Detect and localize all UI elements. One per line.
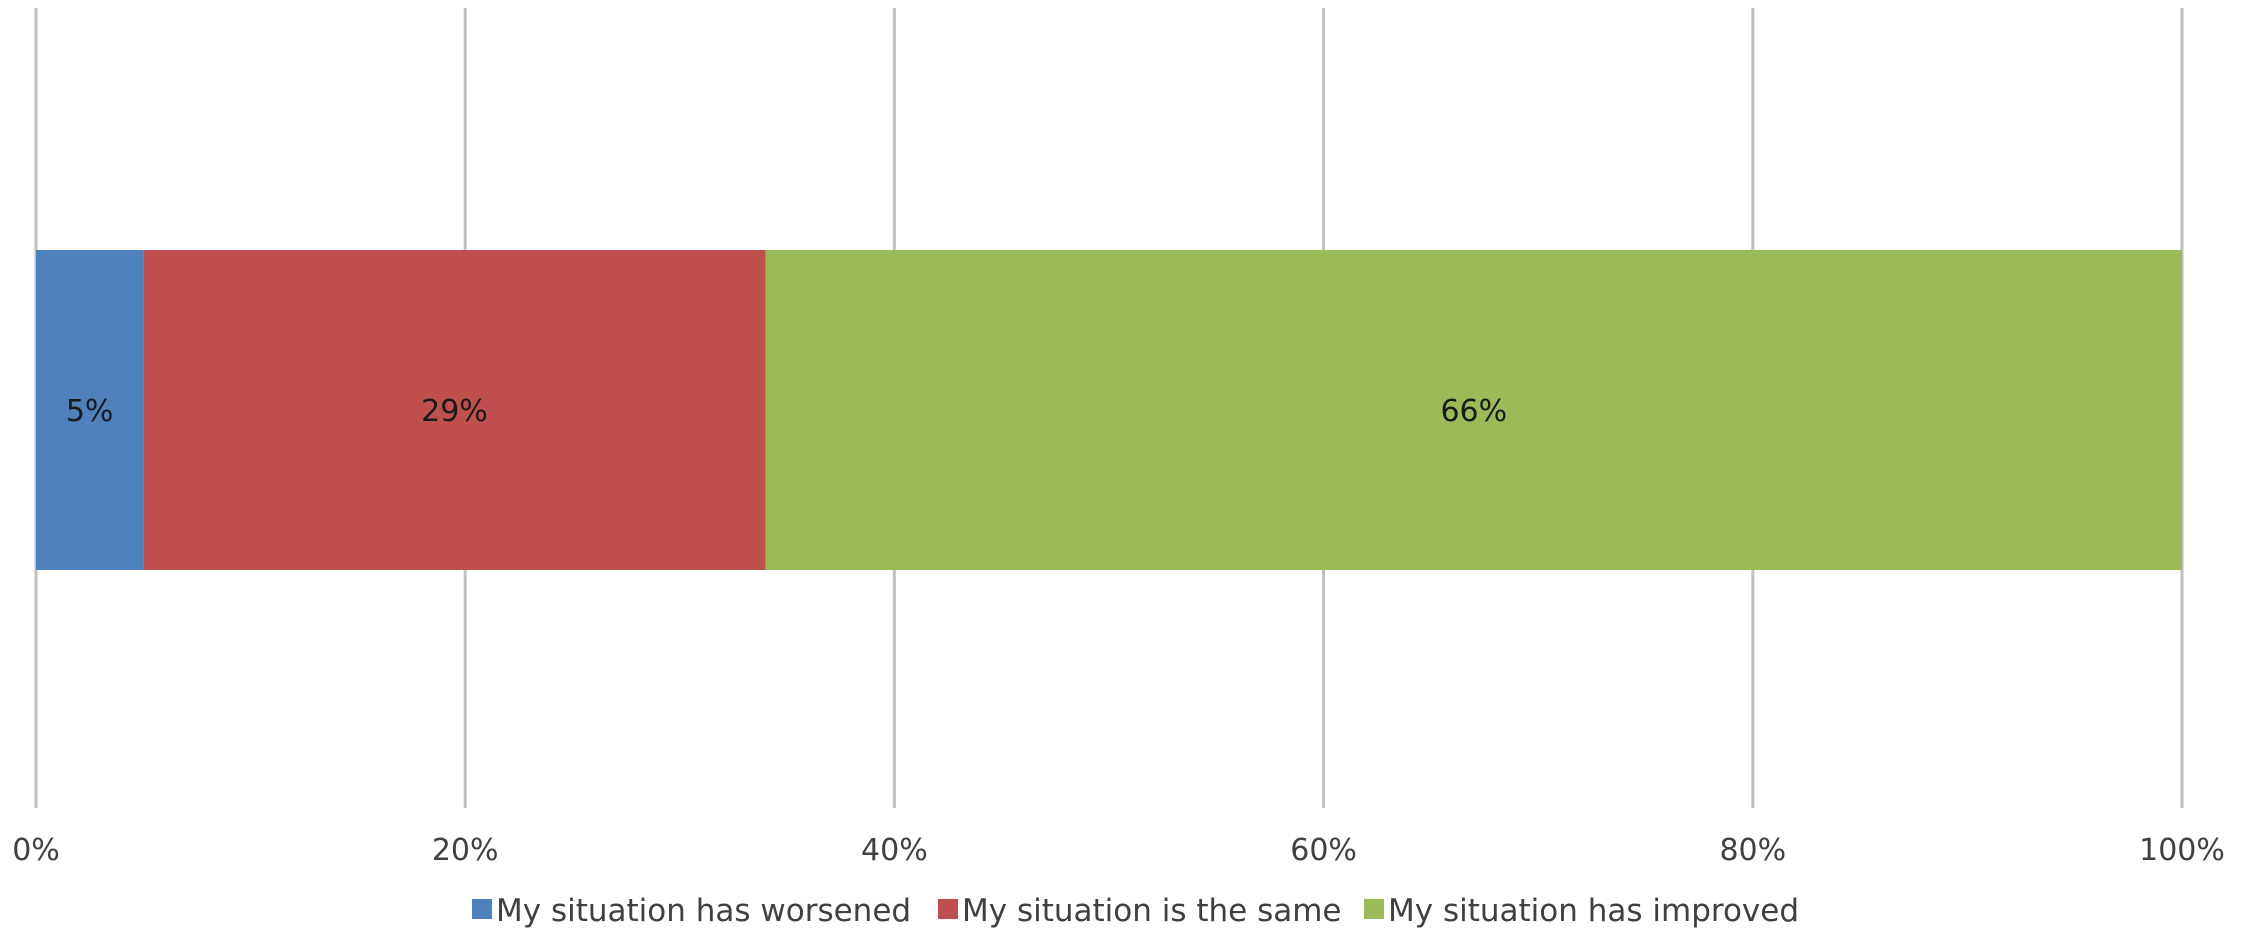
data-labels: 5% 29% 66% (66, 394, 1507, 429)
legend-swatch (938, 899, 958, 919)
legend-swatch (472, 899, 492, 919)
x-tick-label: 40% (861, 833, 928, 868)
bar-segment (765, 250, 2182, 570)
legend: My situation has worsened My situation is… (472, 893, 1799, 929)
data-label: 5% (66, 394, 114, 429)
bar-segments (36, 250, 2182, 570)
x-tick-label: 0% (12, 833, 60, 868)
bar-segment (36, 250, 144, 570)
legend-label: My situation has worsened (496, 893, 911, 929)
x-tick-label: 20% (432, 833, 499, 868)
x-tick-label: 100% (2139, 833, 2225, 868)
legend-label: My situation is the same (962, 893, 1342, 929)
x-tick-label: 60% (1290, 833, 1357, 868)
x-axis-tick-labels: 0% 20% 40% 60% 80% 100% (12, 833, 2225, 868)
data-label: 66% (1440, 394, 1507, 429)
bar-segment (143, 250, 766, 570)
legend-swatch (1364, 899, 1384, 919)
x-tick-label: 80% (1719, 833, 1786, 868)
data-label: 29% (421, 394, 488, 429)
legend-label: My situation has improved (1388, 893, 1799, 929)
